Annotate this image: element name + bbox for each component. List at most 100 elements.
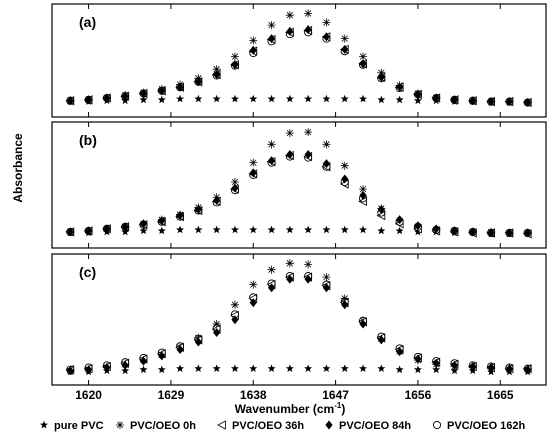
data-point — [212, 198, 221, 207]
data-point — [505, 228, 514, 238]
data-point — [340, 34, 349, 43]
data-point — [121, 222, 130, 231]
data-point — [523, 228, 532, 237]
data-point — [267, 225, 276, 234]
data-point — [377, 68, 386, 77]
data-point — [103, 363, 111, 373]
data-point — [487, 97, 496, 106]
panel-label: (b) — [79, 132, 97, 148]
data-point — [359, 52, 368, 61]
data-point — [176, 82, 184, 92]
data-point — [285, 364, 294, 373]
data-point — [103, 93, 111, 103]
data-point — [285, 272, 294, 281]
data-point — [194, 364, 203, 373]
data-point — [249, 45, 257, 55]
legend-item: PVC/OEO 162h — [432, 420, 526, 432]
data-point — [487, 97, 495, 107]
legend-label: PVC/OEO 162h — [447, 420, 526, 432]
data-point — [377, 226, 386, 235]
data-point — [249, 158, 258, 167]
data-point — [176, 342, 185, 351]
x-axis-title-end: ) — [341, 402, 345, 416]
data-point — [249, 48, 258, 58]
data-point — [285, 94, 294, 103]
data-point — [487, 228, 495, 238]
data-point — [340, 177, 349, 187]
data-point — [285, 225, 294, 234]
data-point — [230, 178, 239, 186]
data-point — [267, 158, 276, 167]
data-point — [84, 363, 93, 372]
data-point — [341, 44, 349, 54]
data-point — [230, 52, 239, 61]
data-point — [213, 327, 221, 337]
data-point — [285, 129, 294, 138]
data-point — [249, 364, 258, 373]
data-point — [432, 365, 441, 374]
data-point — [84, 95, 93, 104]
data-point — [505, 97, 514, 107]
data-point — [322, 280, 331, 289]
data-point — [322, 159, 331, 169]
data-point — [395, 217, 404, 226]
data-point — [358, 194, 368, 203]
data-point — [102, 93, 111, 103]
panel-frame — [51, 253, 547, 386]
data-point — [340, 161, 349, 170]
series-star-filled — [66, 364, 532, 376]
data-point — [286, 150, 294, 160]
data-point — [523, 364, 532, 373]
panel-frame — [51, 3, 547, 118]
series-circle-open — [66, 272, 532, 374]
data-point — [194, 77, 203, 86]
data-point — [121, 222, 129, 232]
data-point — [176, 94, 185, 103]
data-point — [267, 21, 276, 30]
series-circle-open — [66, 152, 532, 237]
data-point — [359, 185, 368, 194]
panel-2: (b) — [51, 121, 547, 249]
data-point — [322, 32, 331, 42]
data-point — [84, 95, 93, 105]
data-point — [524, 98, 532, 107]
series-diamond-filled — [66, 274, 532, 376]
data-point — [432, 357, 441, 366]
data-point — [121, 227, 130, 236]
data-point — [249, 280, 258, 289]
data-point — [157, 95, 166, 104]
panels-layer: (a) (b) (c) 1620 1629 1638 1647 1656 1665 — [51, 3, 547, 402]
data-point — [322, 162, 331, 171]
data-point — [267, 37, 276, 46]
legend-marker — [325, 420, 333, 430]
data-point — [377, 204, 385, 214]
data-point — [450, 95, 459, 105]
data-point — [413, 90, 422, 99]
data-point — [322, 225, 331, 234]
data-point — [84, 365, 93, 375]
data-point — [249, 293, 258, 302]
data-point — [414, 221, 422, 231]
data-point — [267, 283, 276, 293]
data-point — [194, 225, 203, 234]
legend: pure PVC PVC/OEO 0h PVC/OEO 36h PVC/OEO 84h… — [40, 420, 526, 432]
series-diamond-filled — [66, 150, 532, 238]
data-point — [102, 361, 111, 370]
data-point — [322, 18, 331, 27]
panel-label: (a) — [79, 14, 96, 30]
data-point — [194, 94, 203, 103]
data-point — [468, 361, 477, 370]
panel-label: (c) — [79, 264, 96, 280]
series-circle-open — [66, 28, 532, 107]
data-point — [230, 310, 240, 319]
data-point — [487, 363, 495, 373]
data-point — [139, 89, 148, 98]
data-point — [212, 225, 221, 234]
series-triangle-left-open — [65, 150, 532, 239]
data-point — [176, 364, 185, 373]
data-point — [450, 359, 459, 368]
x-tick-label: 1638 — [240, 388, 267, 402]
data-point — [249, 94, 258, 103]
data-point — [285, 259, 294, 268]
data-point — [359, 225, 368, 234]
